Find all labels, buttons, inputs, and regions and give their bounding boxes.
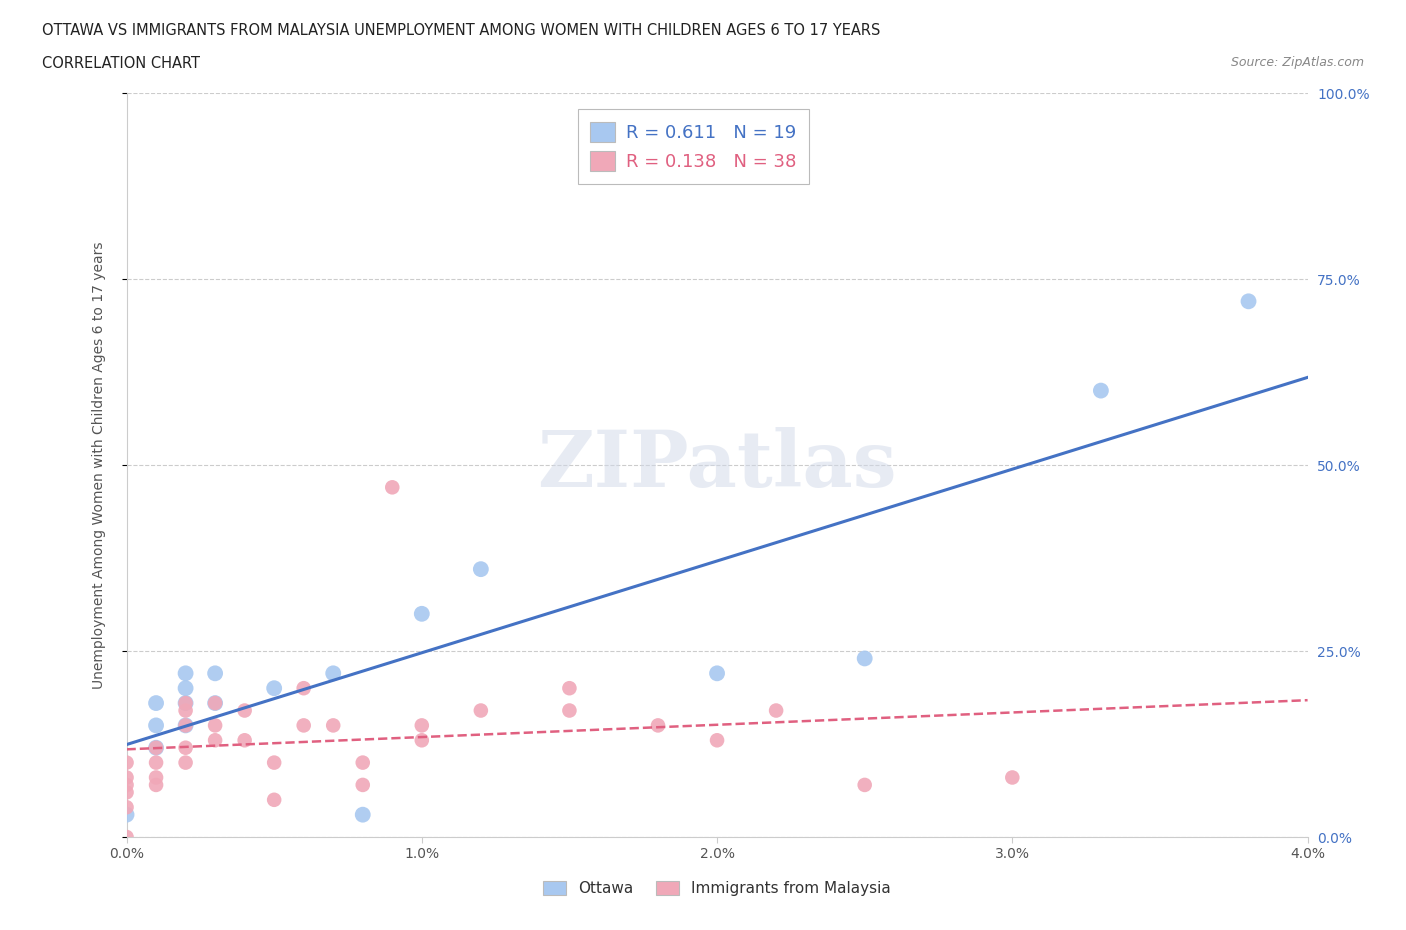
Point xyxy=(174,755,197,770)
Point xyxy=(558,703,581,718)
Point xyxy=(1001,770,1024,785)
Point xyxy=(174,681,197,696)
Point xyxy=(174,703,197,718)
Point xyxy=(470,703,492,718)
Point xyxy=(322,718,344,733)
Point xyxy=(411,733,433,748)
Point xyxy=(204,696,226,711)
Point xyxy=(263,792,285,807)
Text: CORRELATION CHART: CORRELATION CHART xyxy=(42,56,200,71)
Point xyxy=(352,807,374,822)
Point xyxy=(174,666,197,681)
Point xyxy=(115,785,138,800)
Text: ZIPatlas: ZIPatlas xyxy=(537,427,897,503)
Point xyxy=(145,696,167,711)
Point xyxy=(853,777,876,792)
Point xyxy=(1090,383,1112,398)
Point xyxy=(647,718,669,733)
Point xyxy=(411,606,433,621)
Point xyxy=(204,666,226,681)
Point xyxy=(706,733,728,748)
Point xyxy=(263,755,285,770)
Point xyxy=(204,718,226,733)
Point xyxy=(292,718,315,733)
Point xyxy=(145,740,167,755)
Point xyxy=(115,755,138,770)
Point xyxy=(765,703,787,718)
Point xyxy=(204,733,226,748)
Y-axis label: Unemployment Among Women with Children Ages 6 to 17 years: Unemployment Among Women with Children A… xyxy=(91,241,105,689)
Point xyxy=(233,703,256,718)
Point xyxy=(470,562,492,577)
Point xyxy=(145,777,167,792)
Point xyxy=(292,681,315,696)
Point xyxy=(145,718,167,733)
Point xyxy=(174,740,197,755)
Point xyxy=(174,718,197,733)
Point xyxy=(233,733,256,748)
Point xyxy=(145,740,167,755)
Point xyxy=(411,718,433,733)
Text: Source: ZipAtlas.com: Source: ZipAtlas.com xyxy=(1230,56,1364,69)
Point xyxy=(706,666,728,681)
Point xyxy=(115,770,138,785)
Point xyxy=(174,718,197,733)
Point xyxy=(115,830,138,844)
Point xyxy=(1237,294,1260,309)
Point xyxy=(145,755,167,770)
Point xyxy=(174,696,197,711)
Point xyxy=(322,666,344,681)
Point xyxy=(204,696,226,711)
Point xyxy=(115,800,138,815)
Point xyxy=(381,480,404,495)
Point xyxy=(352,755,374,770)
Text: OTTAWA VS IMMIGRANTS FROM MALAYSIA UNEMPLOYMENT AMONG WOMEN WITH CHILDREN AGES 6: OTTAWA VS IMMIGRANTS FROM MALAYSIA UNEMP… xyxy=(42,23,880,38)
Point xyxy=(115,807,138,822)
Point xyxy=(853,651,876,666)
Point xyxy=(263,681,285,696)
Point xyxy=(558,681,581,696)
Point xyxy=(174,696,197,711)
Point xyxy=(352,777,374,792)
Point xyxy=(145,770,167,785)
Point xyxy=(115,777,138,792)
Legend: Ottawa, Immigrants from Malaysia: Ottawa, Immigrants from Malaysia xyxy=(536,873,898,904)
